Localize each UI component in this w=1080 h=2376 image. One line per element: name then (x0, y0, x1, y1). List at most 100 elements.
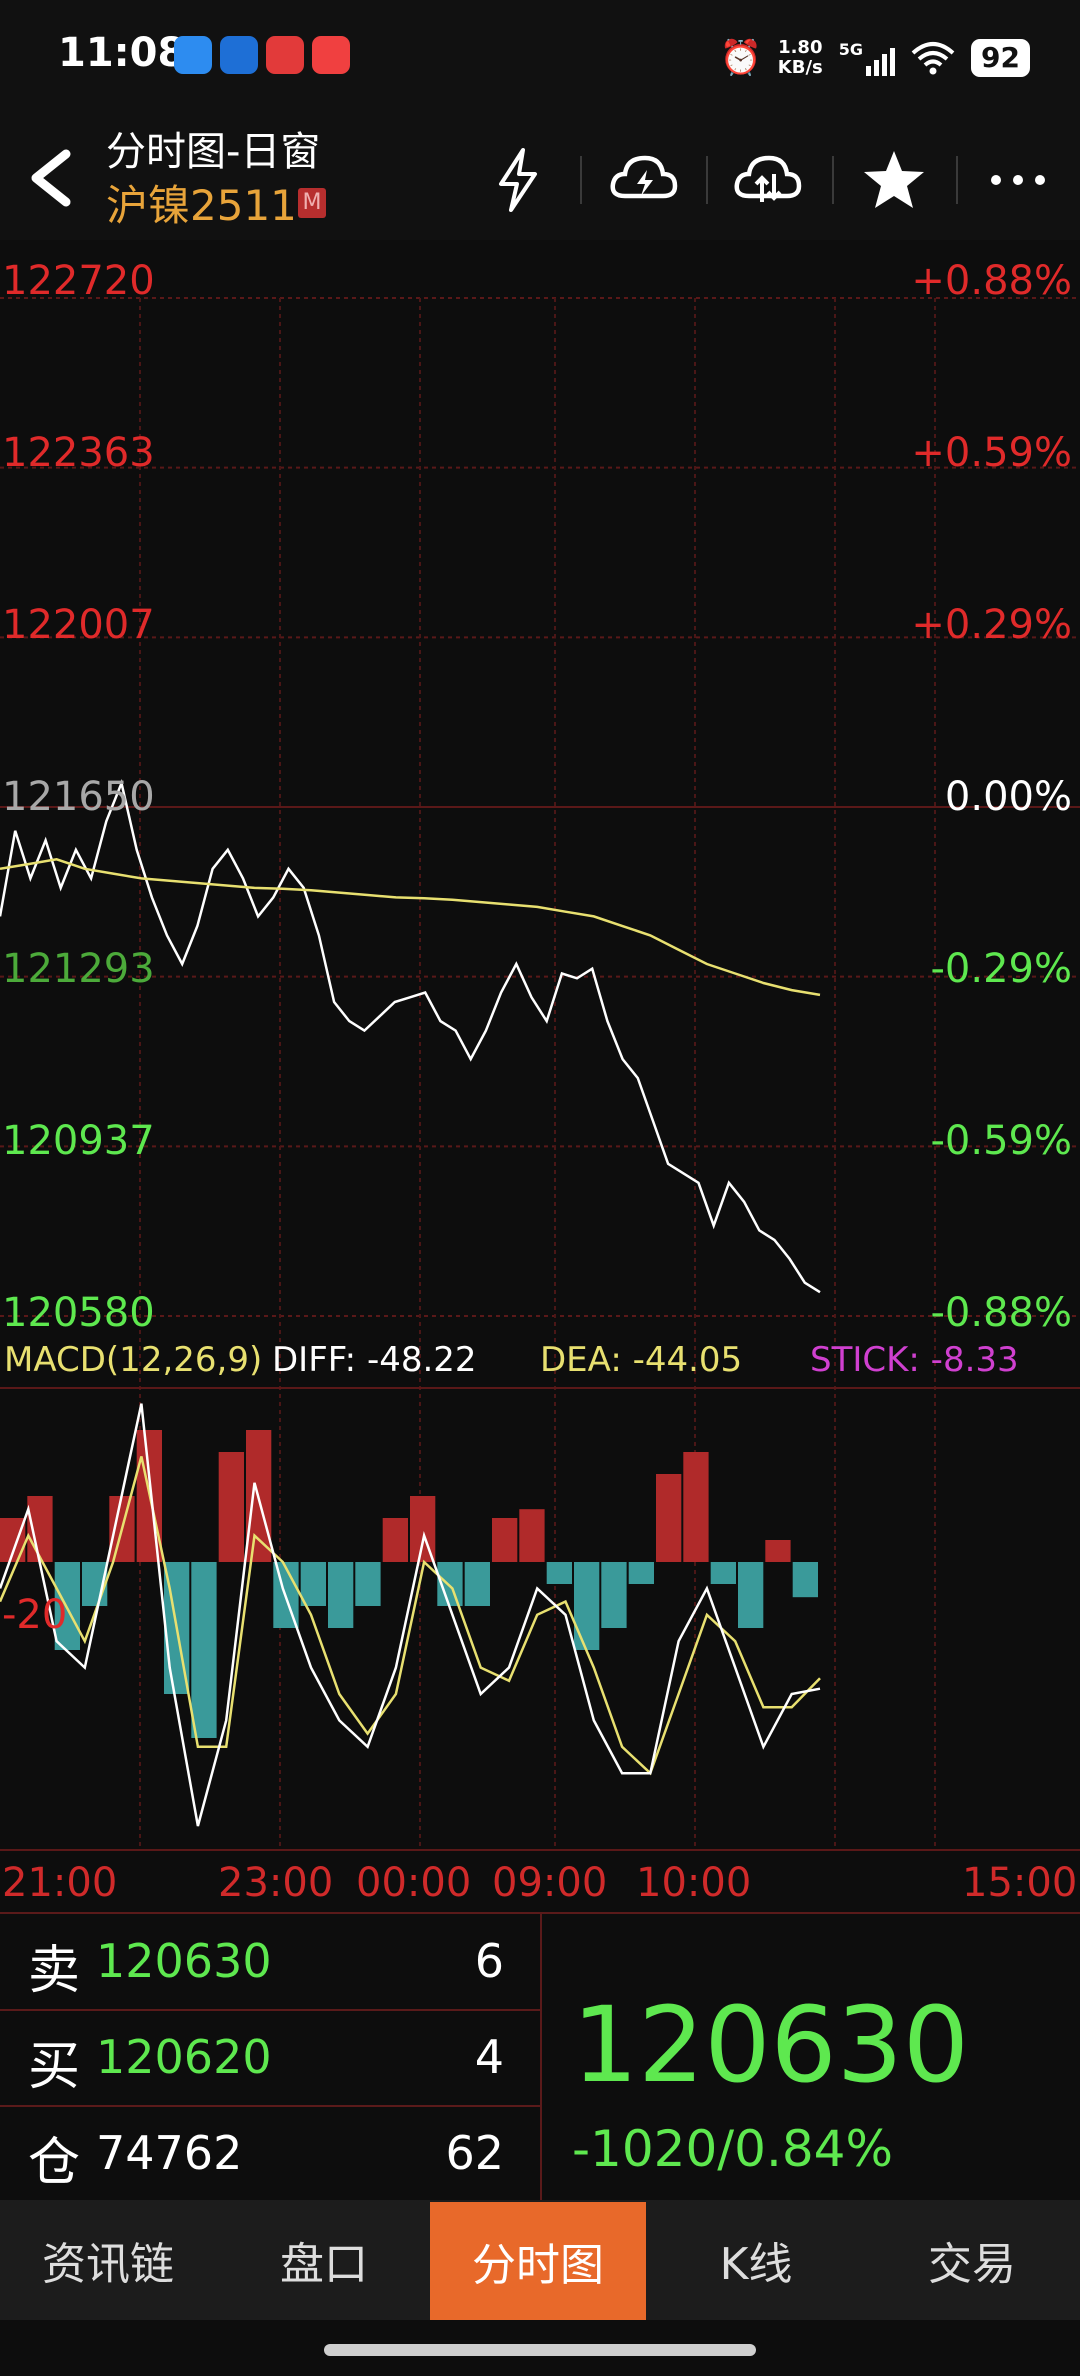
tab-intraday-chart[interactable]: 分时图 (430, 2202, 646, 2320)
macd-histogram-bar (355, 1562, 381, 1606)
macd-diff: DIFF: -48.22 (272, 1340, 477, 1380)
cloud-sync-button[interactable] (718, 142, 818, 218)
pct-level-label: +0.88% (911, 258, 1072, 304)
open-interest-row[interactable]: 仓 74762 62 (0, 2106, 542, 2203)
tab-trade[interactable]: 交易 (928, 2239, 1016, 2290)
open-interest-label: 仓 (28, 2133, 81, 2193)
bid-row[interactable]: 买 120620 4 (0, 2010, 542, 2107)
macd-histogram-bar (628, 1562, 654, 1584)
cloud-lightning-icon (610, 155, 678, 199)
macd-histogram-bar (683, 1452, 709, 1562)
price-change: -1020/0.84% (572, 2120, 893, 2178)
macd-histogram-bar (492, 1518, 518, 1562)
more-button[interactable] (968, 142, 1068, 218)
ask-row[interactable]: 卖 120630 6 (0, 1914, 542, 2011)
pct-level-label: -0.29% (930, 946, 1072, 992)
bid-label: 买 (28, 2037, 81, 2097)
app-notification-icon (220, 36, 258, 74)
intraday-chart[interactable]: 122720 122363 122007 121650 121293 12093… (0, 240, 1080, 1910)
macd-histogram-bar (792, 1562, 818, 1598)
price-level-label: 122363 (2, 430, 155, 476)
macd-diff-line (0, 1403, 821, 1827)
price-level-label: 121650 (2, 774, 155, 820)
divider (706, 156, 708, 204)
app-notification-icon (174, 36, 212, 74)
status-bar: 11:08 ⏰ 1.80 KB/s 5G 92 (0, 0, 1080, 118)
macd-histogram-bar (738, 1562, 764, 1628)
divider (832, 156, 834, 204)
average-price-line (0, 858, 821, 997)
app-notification-icon (266, 36, 304, 74)
macd-histogram-bar (765, 1540, 791, 1562)
net-speed: 1.80 KB/s (777, 37, 823, 78)
back-arrow-icon (31, 149, 71, 207)
macd-dea: DEA: -44.05 (540, 1340, 743, 1380)
pct-level-label: +0.29% (911, 602, 1072, 648)
lightning-icon (499, 148, 537, 212)
time-axis-label: 23:00 (218, 1860, 334, 1906)
favorite-button[interactable] (844, 142, 944, 218)
alarm-icon: ⏰ (719, 38, 762, 78)
macd-histogram-bar (328, 1562, 354, 1628)
price-level-label: 121293 (2, 946, 155, 992)
app-notification-icon (312, 36, 350, 74)
bid-volume: 4 (474, 2030, 504, 2084)
macd-histogram-bar (574, 1562, 600, 1650)
bid-price: 120620 (96, 2030, 272, 2084)
main-contract-badge: M (298, 188, 326, 218)
battery-indicator: 92 (971, 39, 1030, 77)
macd-histogram-bar (710, 1562, 736, 1584)
open-interest-change: 62 (445, 2126, 504, 2180)
cloud-alert-button[interactable] (594, 142, 694, 218)
time-axis-label: 10:00 (636, 1860, 752, 1906)
cloud-sync-icon (734, 155, 802, 202)
tab-order-book[interactable]: 盘口 (280, 2239, 368, 2290)
time-axis-label: 15:00 (962, 1860, 1078, 1906)
open-interest-value: 74762 (96, 2126, 243, 2180)
time-axis-label: 00:00 (356, 1860, 472, 1906)
order-book: 卖 120630 6 买 120620 4 仓 74762 62 120630 … (0, 1912, 1080, 2203)
price-line (0, 779, 821, 1294)
macd-histogram-bar (382, 1518, 408, 1562)
price-level-label: 120580 (2, 1290, 155, 1336)
wifi-icon (911, 42, 955, 75)
macd-histogram-bar (464, 1562, 490, 1606)
macd-histogram-bar (300, 1562, 326, 1606)
macd-histogram-bar (601, 1562, 627, 1628)
status-icons: ⏰ 1.80 KB/s 5G 92 (719, 28, 1030, 88)
macd-label: MACD(12,26,9) (4, 1340, 263, 1380)
macd-axis-label: -20 (2, 1592, 68, 1638)
pct-level-label: +0.59% (911, 430, 1072, 476)
macd-histogram-bar (656, 1474, 682, 1562)
star-icon (864, 151, 924, 208)
back-button[interactable] (20, 138, 90, 218)
home-indicator[interactable] (324, 2344, 756, 2356)
pct-level-label: 0.00% (944, 774, 1072, 820)
macd-dea-line (0, 1456, 821, 1776)
app-header: 分时图-日窗 沪镍2511 M (0, 118, 1080, 240)
macd-stick: STICK: -8.33 (810, 1340, 1019, 1380)
divider (956, 156, 958, 204)
time-axis-label: 21:00 (2, 1860, 118, 1906)
time-axis-label: 09:00 (492, 1860, 608, 1906)
macd-histogram-bar (27, 1496, 53, 1562)
price-level-label: 122007 (2, 602, 155, 648)
macd-histogram-bar (218, 1452, 244, 1562)
macd-histogram-bar (519, 1509, 545, 1562)
tab-news-chain[interactable]: 资讯链 (42, 2239, 174, 2290)
macd-histogram-bar (546, 1562, 572, 1584)
divider (580, 156, 582, 204)
price-level-label: 122720 (2, 258, 155, 304)
quick-order-button[interactable] (468, 142, 568, 218)
signal-icon: 5G (839, 40, 896, 76)
ask-label: 卖 (28, 1941, 81, 2001)
chart-canvas[interactable] (0, 240, 1080, 1910)
more-icon (991, 175, 1045, 185)
last-price: 120630 (572, 1984, 970, 2106)
macd-histogram-bar (191, 1562, 217, 1738)
ask-price: 120630 (96, 1934, 272, 1988)
contract-name[interactable]: 沪镍2511 (106, 181, 297, 230)
macd-histogram-bar (410, 1496, 436, 1562)
page-title: 分时图-日窗 (106, 129, 321, 175)
tab-kline[interactable]: K线 (719, 2239, 793, 2290)
